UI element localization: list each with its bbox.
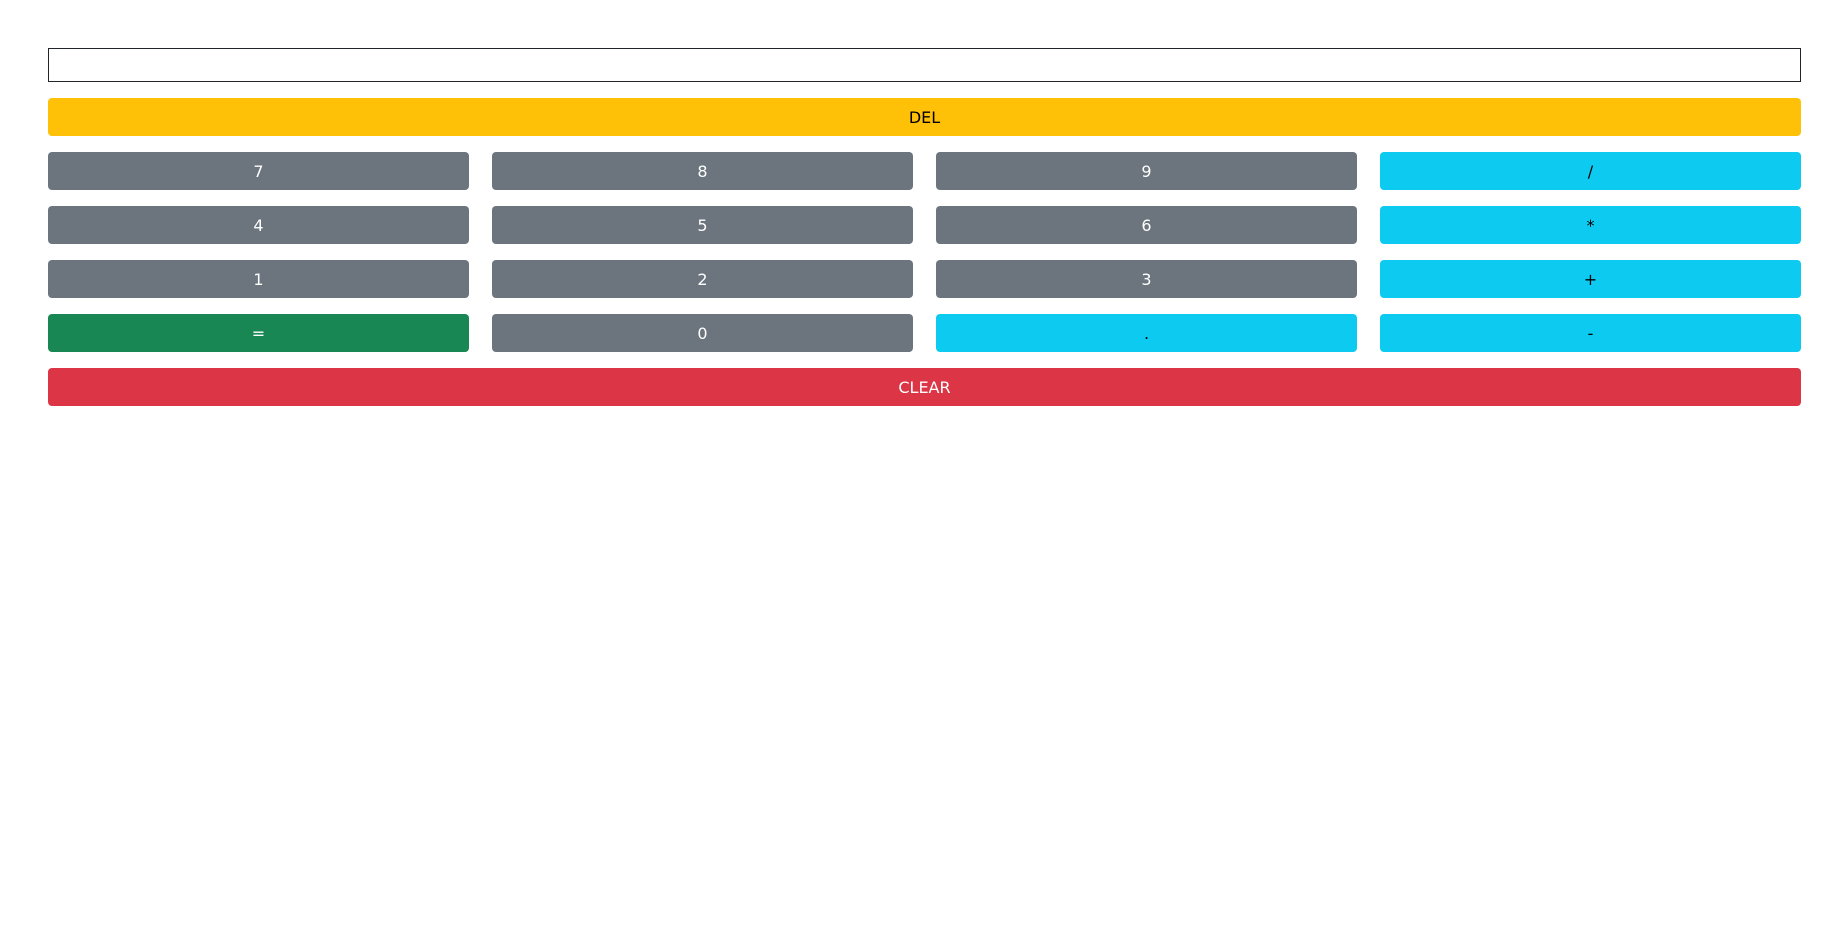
key-1-button[interactable]: 1	[48, 260, 469, 298]
keypad: 7 8 9 / 4 5 6 * 1 2 3 + = 0 . -	[48, 152, 1801, 352]
key-4-button[interactable]: 4	[48, 206, 469, 244]
key-9-button[interactable]: 9	[936, 152, 1357, 190]
plus-button[interactable]: +	[1380, 260, 1801, 298]
divide-button[interactable]: /	[1380, 152, 1801, 190]
decimal-button[interactable]: .	[936, 314, 1357, 352]
key-8-button[interactable]: 8	[492, 152, 913, 190]
key-6-button[interactable]: 6	[936, 206, 1357, 244]
minus-button[interactable]: -	[1380, 314, 1801, 352]
key-7-button[interactable]: 7	[48, 152, 469, 190]
calculator: DEL 7 8 9 / 4 5 6 * 1 2 3 + = 0 . - CLEA…	[48, 48, 1801, 406]
key-3-button[interactable]: 3	[936, 260, 1357, 298]
equals-button[interactable]: =	[48, 314, 469, 352]
key-5-button[interactable]: 5	[492, 206, 913, 244]
display-input[interactable]	[48, 48, 1801, 82]
key-2-button[interactable]: 2	[492, 260, 913, 298]
del-button[interactable]: DEL	[48, 98, 1801, 136]
key-0-button[interactable]: 0	[492, 314, 913, 352]
multiply-button[interactable]: *	[1380, 206, 1801, 244]
clear-button[interactable]: CLEAR	[48, 368, 1801, 406]
